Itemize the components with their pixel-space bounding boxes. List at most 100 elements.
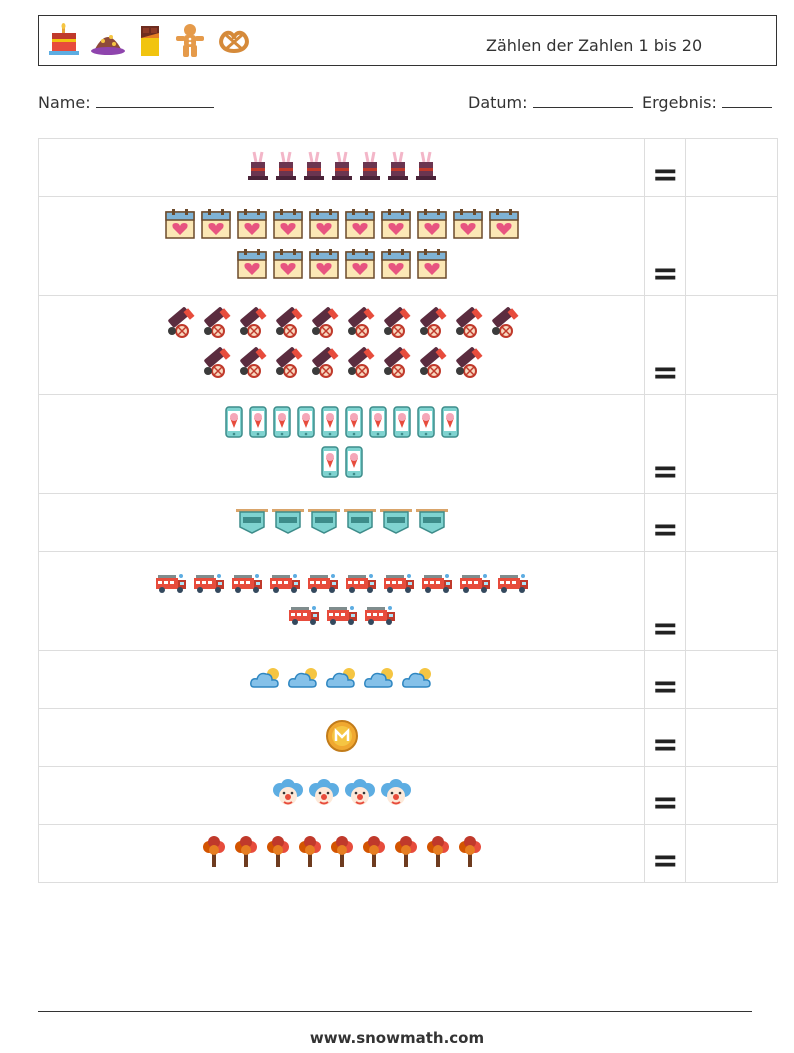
equals-sign: = <box>651 609 679 647</box>
picture-line <box>39 603 644 631</box>
magic-hat-icon <box>274 150 298 186</box>
cloud-sun-icon <box>363 665 397 695</box>
picture-cell <box>37 650 646 709</box>
phone-icecream-icon <box>248 406 268 442</box>
date-field: Datum: <box>468 93 633 112</box>
picture-cell <box>37 551 646 651</box>
footer-url: www.snowmath.com <box>309 1029 485 1047</box>
answer-cell[interactable] <box>685 551 778 651</box>
date-label: Datum: <box>468 93 528 112</box>
magic-hat-icon <box>386 150 410 186</box>
equals-cell: = <box>644 766 687 825</box>
cannon-icon <box>452 307 484 343</box>
answer-cell[interactable] <box>685 708 778 767</box>
fire-truck-icon <box>325 603 359 631</box>
picture-line <box>39 208 644 244</box>
phone-icecream-icon <box>392 406 412 442</box>
picture-line <box>39 150 644 186</box>
cannon-icon <box>344 347 376 383</box>
cannon-icon <box>308 347 340 383</box>
phone-icecream-icon <box>344 446 364 482</box>
picture-line <box>39 835 644 873</box>
equals-sign: = <box>651 155 679 193</box>
answer-cell[interactable] <box>685 766 778 825</box>
picture-cell <box>37 138 646 197</box>
phone-icecream-icon <box>440 406 460 442</box>
gingerbread-man-icon <box>173 23 207 59</box>
picture-line <box>39 347 644 383</box>
calendar-heart-icon <box>344 208 376 244</box>
magic-hat-icon <box>330 150 354 186</box>
phone-icecream-icon <box>272 406 292 442</box>
pudding-icon <box>89 23 127 59</box>
calendar-heart-icon <box>308 208 340 244</box>
monero-coin-icon <box>325 719 359 757</box>
calendar-heart-icon <box>344 248 376 284</box>
answer-cell[interactable] <box>685 493 778 552</box>
hotel-sign-icon <box>307 507 340 539</box>
hotel-sign-icon <box>415 507 448 539</box>
table-row: = <box>37 138 778 197</box>
fire-truck-icon <box>363 603 397 631</box>
autumn-tree-icon <box>424 835 452 873</box>
table-row: = <box>37 824 778 883</box>
phone-icecream-icon <box>344 406 364 442</box>
result-label: Ergebnis: <box>642 93 717 112</box>
table-row: = <box>37 493 778 552</box>
date-input-line[interactable] <box>532 93 633 108</box>
fire-truck-icon <box>306 571 340 599</box>
calendar-heart-icon <box>308 248 340 284</box>
picture-cell <box>37 766 646 825</box>
picture-line <box>39 719 644 757</box>
equals-cell: = <box>644 196 687 296</box>
hotel-sign-icon <box>343 507 376 539</box>
cannon-icon <box>380 307 412 343</box>
clown-icon <box>380 778 412 814</box>
answer-cell[interactable] <box>685 138 778 197</box>
magic-hat-icon <box>246 150 270 186</box>
equals-sign: = <box>651 510 679 548</box>
table-row: = <box>37 708 778 767</box>
picture-cell <box>37 295 646 395</box>
calendar-heart-icon <box>200 208 232 244</box>
answer-cell[interactable] <box>685 295 778 395</box>
cannon-icon <box>452 347 484 383</box>
calendar-heart-icon <box>380 248 412 284</box>
autumn-tree-icon <box>328 835 356 873</box>
answer-cell[interactable] <box>685 824 778 883</box>
name-input-line[interactable] <box>95 93 214 108</box>
cannon-icon <box>272 347 304 383</box>
cannon-icon <box>416 347 448 383</box>
phone-icecream-icon <box>416 406 436 442</box>
equals-cell: = <box>644 824 687 883</box>
name-field: Name: <box>38 93 214 112</box>
clown-icon <box>272 778 304 814</box>
phone-icecream-icon <box>320 446 340 482</box>
cannon-icon <box>236 307 268 343</box>
magic-hat-icon <box>302 150 326 186</box>
cannon-icon <box>200 307 232 343</box>
autumn-tree-icon <box>456 835 484 873</box>
phone-icecream-icon <box>320 406 340 442</box>
cannon-icon <box>488 307 520 343</box>
fire-truck-icon <box>268 571 302 599</box>
fire-truck-icon <box>287 603 321 631</box>
result-input-line[interactable] <box>721 93 772 108</box>
clown-icon <box>308 778 340 814</box>
fire-truck-icon <box>382 571 416 599</box>
equals-cell: = <box>644 708 687 767</box>
equals-cell: = <box>644 650 687 709</box>
counting-table: = = = = = = = <box>37 138 778 883</box>
picture-line <box>39 446 644 482</box>
calendar-heart-icon <box>380 208 412 244</box>
answer-cell[interactable] <box>685 650 778 709</box>
picture-cell <box>37 824 646 883</box>
equals-sign: = <box>651 452 679 490</box>
cake-icon <box>47 23 81 59</box>
answer-cell[interactable] <box>685 394 778 494</box>
equals-cell: = <box>644 493 687 552</box>
magic-hat-icon <box>414 150 438 186</box>
equals-cell: = <box>644 295 687 395</box>
picture-line <box>39 248 644 284</box>
answer-cell[interactable] <box>685 196 778 296</box>
